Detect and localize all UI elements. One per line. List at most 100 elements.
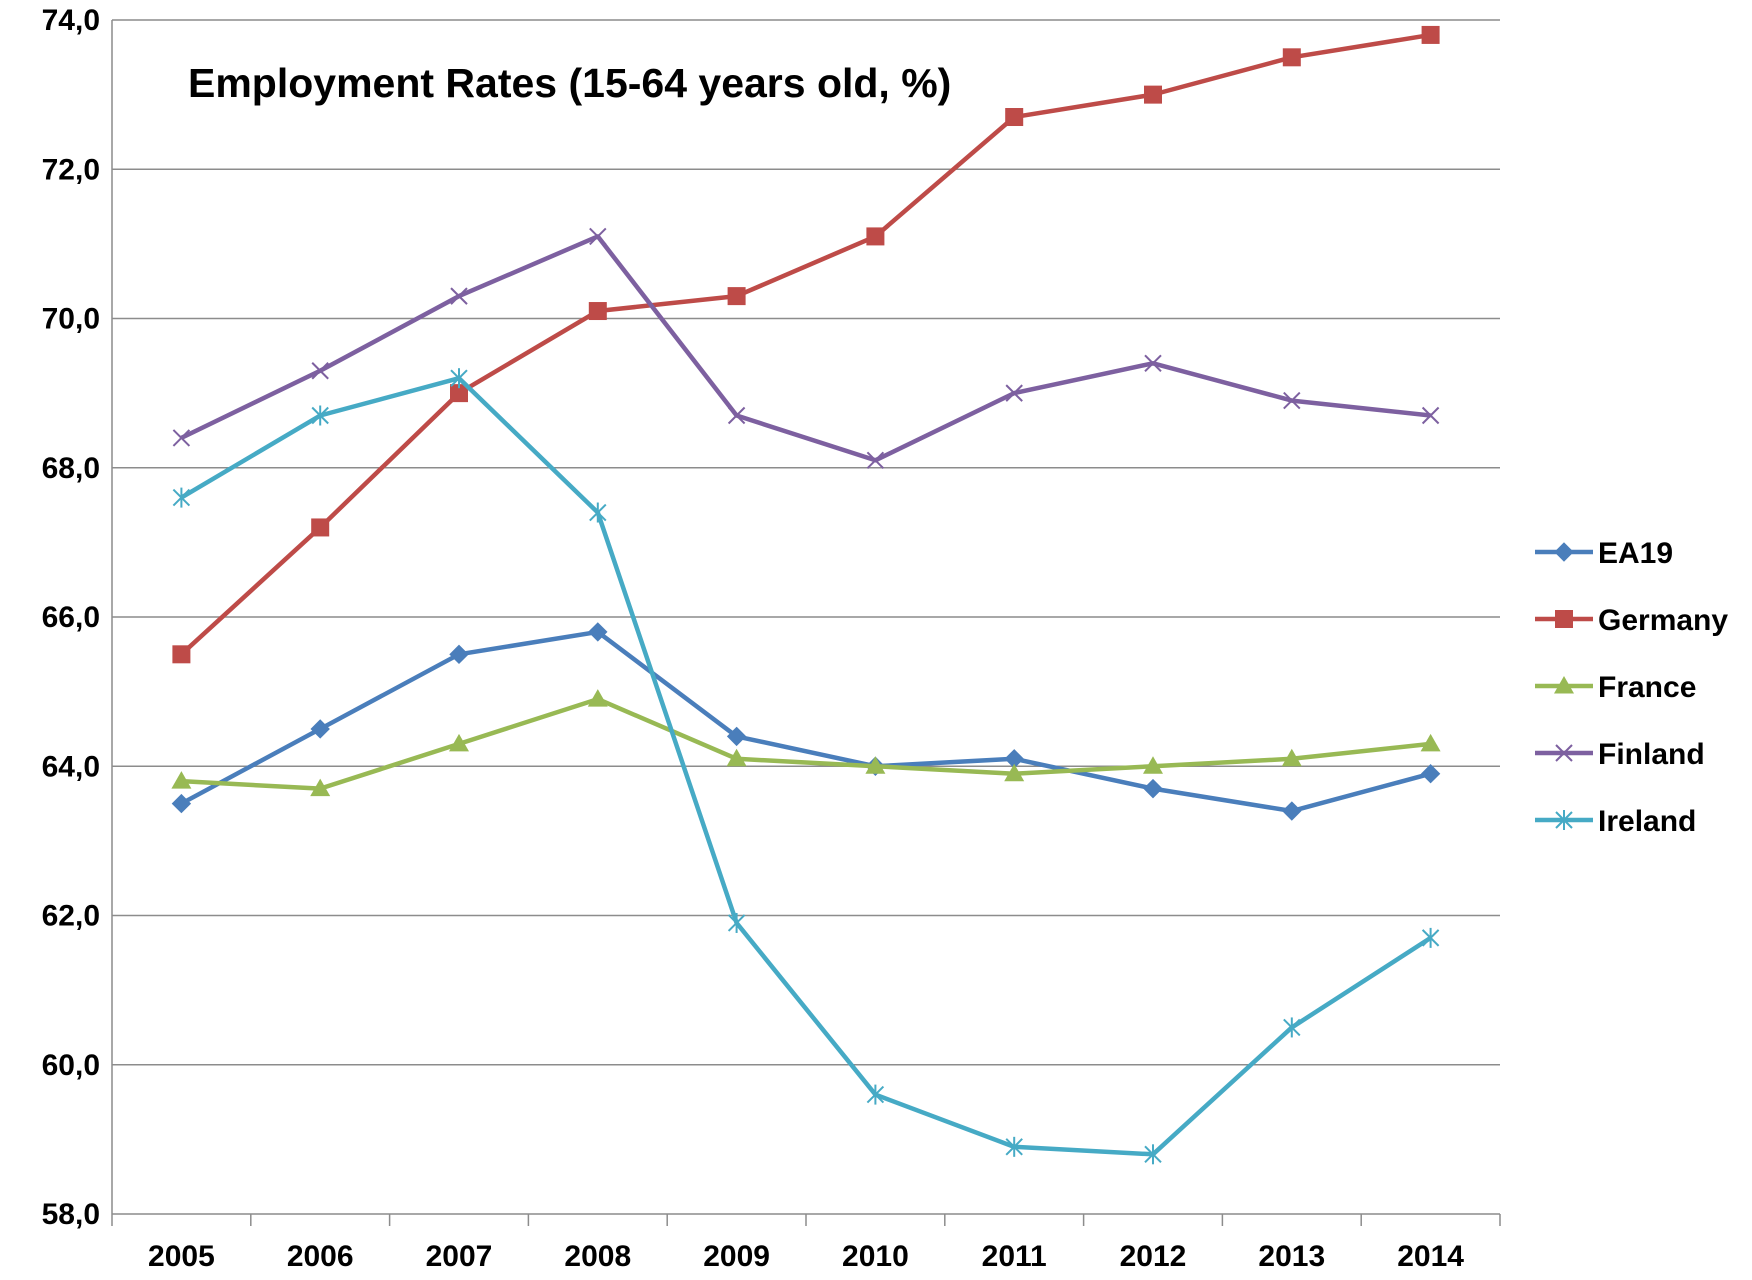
legend-label-finland: Finland <box>1598 738 1705 771</box>
marker-stroke <box>450 287 468 305</box>
data-point-ea19 <box>726 726 747 747</box>
legend-label-germany: Germany <box>1598 604 1728 637</box>
series-line-germany <box>179 32 1431 656</box>
y-tick-label: 60,0 <box>42 1049 100 1082</box>
x-tick-label: 2007 <box>426 1240 493 1273</box>
data-point-finland <box>172 429 191 447</box>
marker-stroke <box>866 451 885 469</box>
data-point-germany <box>588 302 607 321</box>
data-point-france <box>726 748 747 767</box>
x-tick-label: 2008 <box>564 1240 631 1273</box>
data-point-ea19 <box>310 719 330 739</box>
x-tick-label: 2005 <box>148 1240 215 1273</box>
x-tick-label: 2009 <box>703 1240 770 1273</box>
series-germany <box>172 25 1440 664</box>
data-point-germany <box>172 645 191 664</box>
y-tick-label: 64,0 <box>42 750 100 783</box>
data-point-ea19 <box>1143 778 1163 799</box>
data-point-finland <box>1421 406 1440 425</box>
series-line-france <box>181 696 1431 791</box>
legend-item-finland: Finland <box>1535 738 1705 771</box>
data-point-finland <box>589 227 607 246</box>
legend-marker-germany <box>1555 610 1573 628</box>
axes: 58,0 60,0 62,0 64,0 66,0 68,0 70,0 72,0 74,0 2005… <box>42 4 1501 1273</box>
data-point-finland <box>727 406 746 425</box>
legend-label-france: France <box>1598 671 1696 704</box>
legend-item-france: France <box>1535 671 1696 704</box>
grid-lines <box>112 19 1500 1066</box>
series-finland <box>172 227 1440 469</box>
marker-stroke <box>1005 384 1023 402</box>
data-point-germany <box>727 287 746 306</box>
series-ireland <box>172 368 1440 1165</box>
y-tick-label: 62,0 <box>42 900 100 933</box>
chart-title: Employment Rates (15-64 years old, %) <box>188 60 951 106</box>
data-point-ireland <box>727 912 746 933</box>
data-point-france <box>1420 733 1441 752</box>
legend-label-ireland: Ireland <box>1598 805 1696 838</box>
marker-stroke <box>1421 406 1440 425</box>
marker-stroke <box>1283 391 1301 410</box>
series-line-finland <box>180 234 1431 463</box>
series-line-ea19 <box>180 629 1432 814</box>
data-point-germany <box>450 384 468 403</box>
data-point-ireland <box>311 405 329 426</box>
y-tick-label: 68,0 <box>42 452 100 485</box>
series-line-ireland <box>180 375 1432 1157</box>
data-point-ea19 <box>1282 801 1302 821</box>
data-point-germany <box>311 518 330 537</box>
data-point-ireland <box>1283 1017 1301 1038</box>
data-point-ea19 <box>1420 764 1441 784</box>
data-point-finland <box>1144 354 1162 372</box>
legend: EA19 Germany France Finland Ireland <box>1535 537 1728 838</box>
data-point-ea19 <box>588 622 608 642</box>
data-point-germany <box>866 227 885 246</box>
data-point-ea19 <box>171 793 192 814</box>
data-point-ireland <box>450 368 468 389</box>
data-point-ireland <box>589 502 607 523</box>
data-point-germany <box>1421 25 1440 44</box>
marker-stroke <box>1555 744 1573 762</box>
data-point-ireland <box>172 487 191 508</box>
data-point-france <box>1004 763 1025 782</box>
data-point-france <box>171 771 192 789</box>
y-tick-label: 74,0 <box>42 4 100 37</box>
y-tick-label: 58,0 <box>42 1198 100 1231</box>
legend-marker-finland <box>1555 744 1573 762</box>
data-point-france <box>310 778 331 797</box>
x-tick-label: 2013 <box>1258 1240 1325 1273</box>
legend-label-ea19: EA19 <box>1598 537 1673 570</box>
marker-stroke <box>1144 354 1162 372</box>
data-point-germany <box>1282 48 1301 67</box>
marker-stroke <box>172 429 191 447</box>
legend-item-ea19: EA19 <box>1535 537 1673 570</box>
x-tick-label: 2010 <box>842 1240 909 1273</box>
data-point-france <box>587 689 608 707</box>
data-point-ireland <box>1005 1136 1023 1157</box>
data-point-ea19 <box>449 644 469 665</box>
series-ea19 <box>171 622 1441 821</box>
data-point-finland <box>311 362 329 380</box>
data-point-ireland <box>866 1084 885 1105</box>
data-point-germany <box>1144 85 1162 104</box>
data-point-germany <box>1005 108 1024 127</box>
legend-marker-ea19 <box>1554 542 1574 562</box>
data-point-france <box>1281 748 1302 767</box>
data-point-finland <box>866 451 885 469</box>
data-point-finland <box>1283 391 1301 410</box>
x-tick-label: 2014 <box>1397 1240 1464 1273</box>
legend-marker-france <box>1554 676 1574 694</box>
data-point-france <box>449 733 469 752</box>
y-tick-label: 66,0 <box>42 601 100 634</box>
marker-stroke <box>727 406 746 425</box>
x-tick-label: 2012 <box>1120 1240 1187 1273</box>
data-point-ireland <box>1144 1144 1162 1165</box>
legend-marker-ireland <box>1555 810 1573 830</box>
y-tick-label: 72,0 <box>42 153 100 186</box>
data-point-finland <box>1005 384 1023 402</box>
marker-stroke <box>311 362 329 380</box>
series-france <box>171 689 1441 797</box>
legend-item-ireland: Ireland <box>1535 805 1696 838</box>
